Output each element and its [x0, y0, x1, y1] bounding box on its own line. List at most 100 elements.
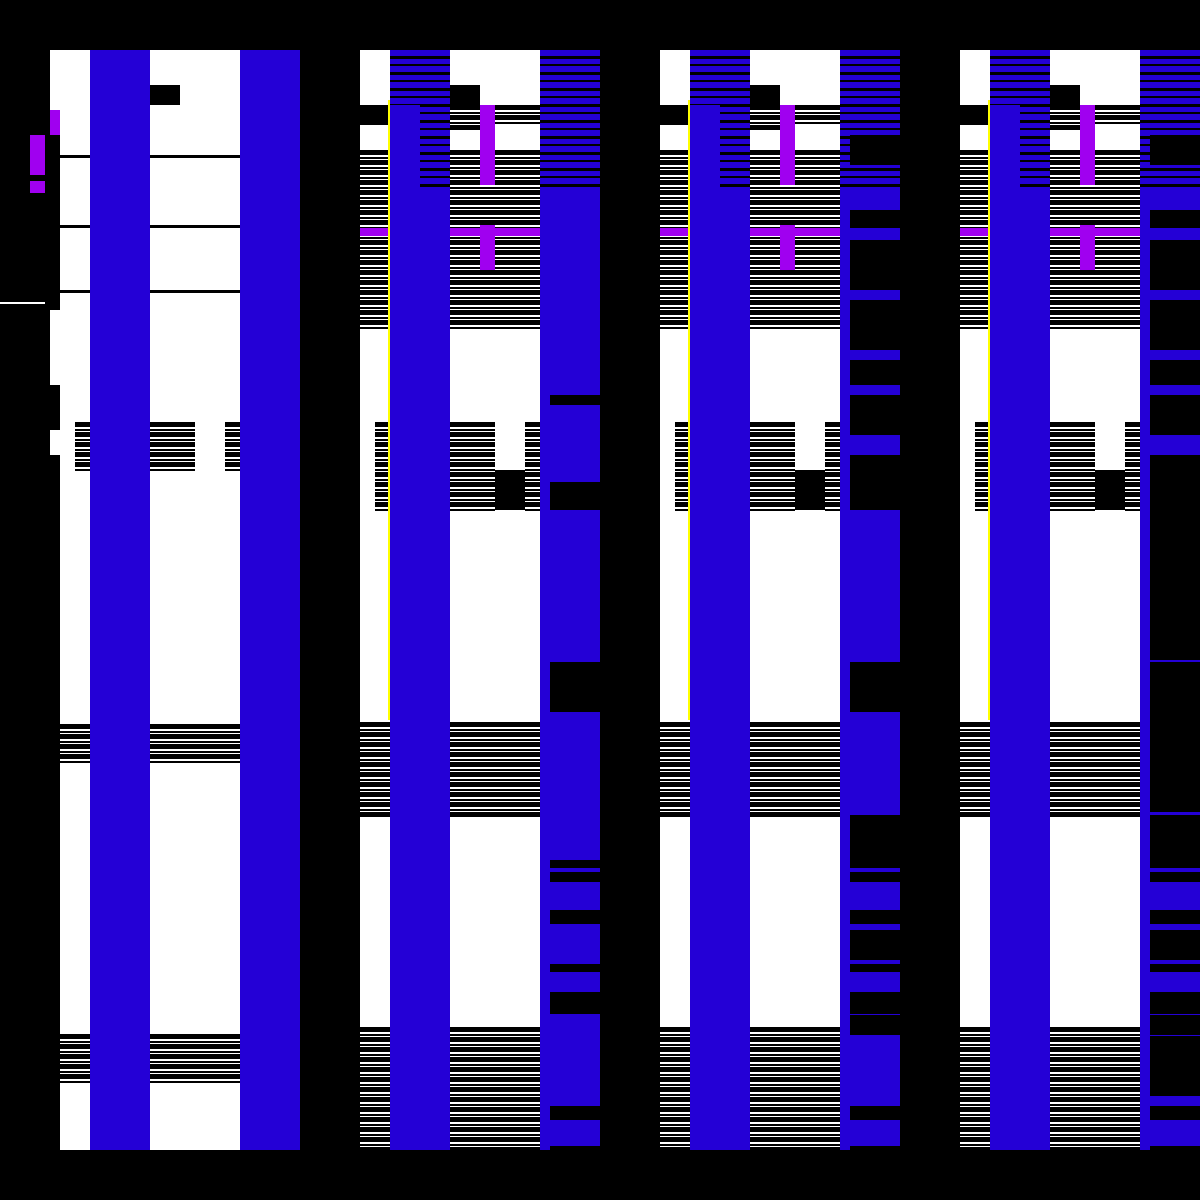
panel-3-black-block: [850, 964, 900, 972]
panel-1-purple-mark: [30, 135, 45, 175]
panel-1-blue-cap: [120, 50, 150, 110]
panel-4-black-block: [1150, 240, 1200, 290]
panel-3-blue-stripes: [720, 50, 750, 190]
panel-3-black-block: [850, 210, 900, 228]
panel-1-white-column: [150, 50, 240, 1150]
panel-2-stripe-band: [375, 422, 390, 512]
panel-4-black-block: [1150, 662, 1200, 712]
panel-2-blue-stripes: [540, 50, 600, 190]
panel-2-black-block: [550, 860, 600, 868]
panel-3-purple-bar: [750, 228, 840, 236]
panel-1-purple-mark: [30, 181, 45, 193]
panel-4-black-block: [1150, 455, 1200, 505]
panel-2-stripe-band: [525, 422, 540, 512]
panel-2-black-block: [550, 1106, 600, 1120]
panel-2-black-block: [550, 872, 600, 882]
panel-2-stripe-band: [360, 1027, 390, 1150]
panel-3-stripe-band: [660, 1027, 690, 1150]
panel-3-black-block: [795, 470, 825, 510]
panel-1-line: [60, 225, 90, 228]
panel-4-black-block: [1150, 1146, 1200, 1150]
panel-2-black-block: [550, 964, 600, 972]
panel-3-black-block: [850, 815, 900, 860]
panel-4-stripe-band: [960, 150, 990, 330]
panel-3-stripe-band: [675, 422, 690, 512]
panel-3-black-block: [850, 910, 900, 924]
panel-1-line: [150, 155, 240, 158]
panel-2-blue-stripes: [420, 50, 450, 190]
panel-4-stripe-band: [960, 1027, 990, 1150]
panel-2-black-block: [360, 105, 390, 125]
panel-3-stripe-band: [660, 150, 690, 330]
panel-2-black-block: [550, 1146, 600, 1150]
panel-3-black-block: [850, 455, 900, 505]
panel-3-purple-bar: [780, 225, 795, 270]
panel-4-black-block: [1150, 930, 1200, 960]
panel-4-black-block: [1150, 210, 1200, 228]
panel-4-black-block: [1150, 1015, 1200, 1035]
panel-1-stripe-band: [150, 724, 240, 764]
panel-4-blue-column: [990, 50, 1050, 1150]
panel-3-blue-column: [690, 50, 750, 1150]
panel-1-blue-column: [90, 50, 150, 1150]
panel-4-black-block: [1150, 395, 1200, 405]
panel-4-black-block: [960, 105, 990, 125]
panel-4-stripe-band: [1050, 722, 1140, 817]
panel-2-stripe-band: [450, 1027, 540, 1150]
panel-3-black-block: [850, 860, 900, 868]
panel-2-yellow-edge: [388, 100, 390, 720]
panel-2-stripe-band: [450, 105, 540, 125]
panel-2-stripe-band: [360, 150, 390, 330]
panel-1-white-column: [60, 50, 90, 1150]
panel-3-black-block: [850, 1015, 900, 1035]
panel-2-black-block: [550, 910, 600, 924]
panel-3-black-block: [850, 300, 900, 350]
panel-4-black-block: [1150, 1036, 1200, 1096]
panel-1-stripe-band: [150, 1034, 240, 1084]
panel-3-yellow-edge: [688, 100, 690, 720]
panel-3-black-block: [850, 872, 900, 882]
panel-4-purple-stripes: [930, 50, 960, 180]
panel-1-side-block: [50, 430, 60, 455]
panel-3-stripe-band: [660, 722, 690, 817]
panel-3-stripe-band: [750, 105, 840, 125]
panel-4-black-block: [1150, 815, 1200, 860]
panel-1-line: [60, 290, 90, 293]
panel-3-black-block: [850, 135, 900, 165]
panel-2-black-block: [495, 470, 525, 510]
panel-3-black-block: [850, 1146, 900, 1150]
panel-4-purple-bar: [960, 228, 990, 236]
panel-3-purple-bar: [780, 105, 795, 185]
panel-1-line: [60, 155, 90, 158]
panel-2-stripe-band: [450, 722, 540, 817]
panel-4-stripe-band: [975, 422, 990, 512]
panel-4-black-block: [1150, 135, 1200, 165]
panel-3-black-block: [850, 1106, 900, 1120]
panel-3-stripe-band: [750, 422, 795, 512]
panel-4-black-block: [1150, 360, 1200, 385]
panel-2-black-block: [550, 992, 600, 1014]
panel-2-stripe-band: [450, 150, 540, 330]
panel-3-stripe-band: [750, 722, 840, 817]
panel-4-black-block: [1150, 300, 1200, 350]
panel-4-black-block: [1150, 910, 1200, 924]
panel-1-purple-mark: [50, 110, 60, 135]
panel-3-blue-stripes: [840, 50, 900, 190]
panel-1-blue-column: [240, 50, 300, 1150]
panel-4-black-block: [1150, 872, 1200, 882]
panel-1-line: [150, 225, 240, 228]
panel-2-black-block: [550, 482, 600, 510]
panel-3-purple-bar: [660, 228, 690, 236]
panel-4-stripe-band: [1050, 1027, 1140, 1150]
panel-2-purple-bar: [360, 228, 390, 236]
panel-4-black-block: [1150, 964, 1200, 972]
panel-1-stripe-band: [60, 1034, 90, 1084]
panel-3-black-block: [850, 992, 900, 1014]
panel-3-stripe-band: [750, 1027, 840, 1150]
panel-2-purple-stripes: [330, 50, 360, 180]
panel-1-black-block: [150, 85, 180, 105]
panel-2-stripe-band: [360, 722, 390, 817]
panel-4-stripe-band: [1050, 150, 1140, 330]
panel-4-stripe-band: [960, 722, 990, 817]
panel-3-black-block: [850, 240, 900, 290]
